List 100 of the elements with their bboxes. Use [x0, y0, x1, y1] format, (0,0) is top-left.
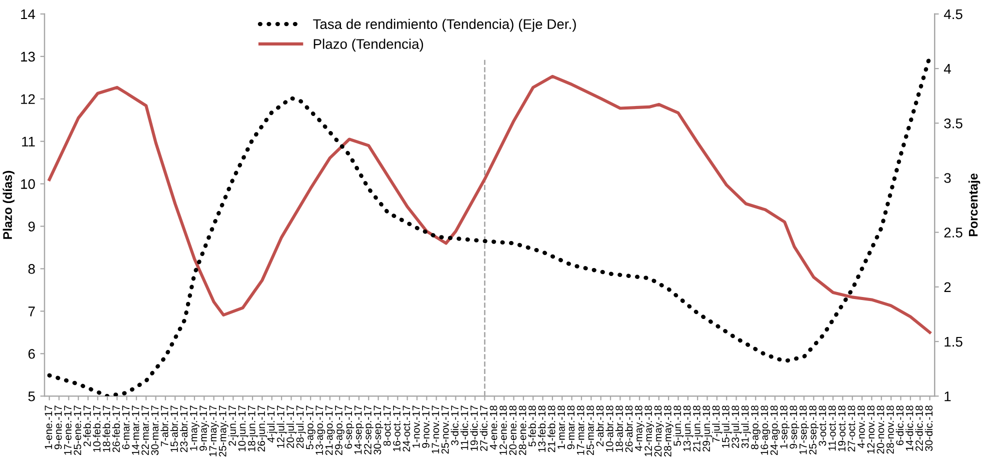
x-tick-label: 1-may.-17 [190, 406, 200, 450]
x-tick-label: 10-feb.-17 [92, 406, 101, 452]
y-tick-label: 12 [21, 94, 35, 104]
x-tick-label: 18-jun.-17 [248, 406, 258, 452]
y-tick-label: 6 [28, 348, 35, 359]
x-tick-label: 27-oct.-18 [848, 406, 856, 452]
x-tick-label: 17-sep.-18 [799, 406, 809, 454]
x-tick-label: 13-feb.-18 [538, 406, 546, 452]
y-tick-label: 13 [21, 52, 35, 62]
x-tick-label: 20-jul.-17 [286, 406, 296, 448]
x-tick-label: 28-ene.-18 [518, 406, 526, 455]
x-tick-label: 12-may.-18 [644, 406, 654, 456]
x-tick-label: 18-abr.-18 [615, 406, 623, 452]
x-tick-label: 11-oct.-18 [828, 406, 836, 450]
x-tick-label: 2-feb.-17 [83, 406, 91, 446]
x-tick-label: 14-mar.-17 [132, 406, 140, 455]
x-tick-label: 28-nov.-18 [886, 406, 894, 454]
x-tick-label: 16-oct.-17 [393, 406, 400, 452]
x-tick-label: 20-ene.-18 [509, 406, 517, 455]
y2-tick-label: 1.5 [944, 336, 962, 347]
x-tick-label: 19-dic.-17 [470, 406, 478, 451]
x-tick-label: 31-jul.-18 [741, 406, 751, 448]
y2-tick-label: 3.5 [944, 118, 962, 128]
y2-tick-label: 4.5 [944, 9, 962, 20]
x-tick-label: 20-nov.-18 [876, 406, 884, 454]
x-tick-label: 9-ene.-17 [54, 406, 62, 450]
x-tick-label: 10-jun.-17 [238, 406, 248, 452]
x-tick-label: 25-sep.-18 [809, 406, 819, 454]
x-tick-label: 29-jun.-18 [702, 406, 712, 452]
y-tick-label: 11 [22, 136, 35, 146]
y-axis-title: Plazo (días) [2, 170, 14, 239]
x-tick-label: 13-ago.-17 [316, 406, 326, 455]
x-tick-label: 26-abr.-18 [624, 406, 633, 452]
y-tick-label: 14 [21, 9, 36, 20]
x-tick-label: 21-feb.-18 [548, 406, 556, 452]
x-tick-label: 18-feb.-17 [102, 406, 110, 452]
y2-axis-title: Porcentaje [968, 174, 980, 236]
x-tick-label: 26-feb.-17 [112, 406, 120, 452]
x-tick-label: 5-ago.-17 [306, 406, 316, 450]
y2-tick-label: 1 [944, 392, 951, 402]
x-tick-label: 12-nov.-18 [867, 406, 875, 454]
x-tick-label: 8-ago.-18 [751, 406, 760, 450]
x-tick-label: 17-nov.-17 [432, 406, 440, 454]
x-tick-label: 19-oct.-18 [838, 406, 846, 452]
x-tick-label: 7-abr.-17 [160, 406, 168, 446]
x-tick-label: 26-jun.-17 [257, 406, 268, 452]
y-tick-label: 7 [28, 306, 35, 316]
legend-label: Plazo (Tendencia) [314, 38, 424, 52]
x-tick-label: 1-sep.-18 [780, 406, 790, 448]
x-tick-label: 24-ago.-18 [770, 406, 780, 455]
y2-tick-label: 4 [944, 64, 951, 74]
x-tick-label: 25-mar.-18 [586, 406, 594, 455]
x-tick-label: 22-sep.-17 [364, 406, 374, 454]
x-tick-label: 20-may.-18 [654, 406, 664, 457]
legend-label: Tasa de rendimiento (Tendencia) (Eje Der.) [313, 18, 576, 32]
x-tick-label: 5-jun.-18 [673, 406, 684, 446]
x-tick-label: 25-nov.-17 [441, 406, 449, 454]
x-tick-label: 4-jul.-17 [267, 406, 277, 443]
x-tick-label: 28-may.-18 [664, 406, 674, 457]
x-tick-label: 27-dic.-17 [480, 406, 488, 451]
x-tick-label: 23-jul.-18 [731, 406, 742, 448]
x-tick-label: 17-mar.-18 [576, 406, 584, 455]
x-tick-label: 17-ene.-17 [64, 406, 72, 455]
x-tick-label: 25-ene.-17 [74, 406, 82, 455]
x-tick-label: 6-mar.-17 [122, 406, 130, 450]
x-tick-label: 1-nov.-17 [412, 406, 420, 448]
x-tick-label: 13-jun.-18 [683, 406, 693, 452]
x-tick-label: 6-dic.-18 [896, 406, 904, 446]
x-tick-label: 2-abr.-18 [596, 406, 604, 446]
x-tick-label: 28-jul.-17 [296, 406, 306, 448]
y-tick-label: 8 [28, 264, 35, 274]
y-tick-label: 9 [28, 222, 35, 232]
x-tick-label: 21-ago.-17 [325, 406, 335, 455]
x-tick-label: 2-jun.-17 [228, 406, 238, 446]
x-tick-label: 4-may.-18 [634, 406, 644, 452]
y2-tick-label: 3 [944, 173, 951, 183]
y2-tick-label: 2 [944, 282, 951, 292]
x-tick-label: 12-ene.-18 [499, 406, 507, 455]
y2-tick-label: 2.5 [944, 228, 962, 238]
x-tick-label: 30-dic.-18 [924, 406, 933, 452]
x-tick-label: 12-jul.-17 [276, 406, 286, 448]
x-tick-label: 15-jul.-18 [722, 406, 732, 448]
y-tick-label: 10 [21, 179, 35, 189]
x-tick-label: 4-ene.-18 [490, 406, 498, 450]
x-tick-label: 30-sep.-17 [374, 406, 384, 455]
x-tick-label: 3-oct.-18 [818, 406, 826, 446]
x-tick-label: 1-ene.-17 [44, 406, 52, 449]
x-tick-label: 5-feb.-18 [528, 406, 536, 446]
x-tick-label: 9-mar.-18 [567, 406, 575, 450]
x-tick-label: 7-jul.-18 [712, 406, 722, 442]
x-tick-label: 21-jun.-18 [692, 406, 702, 452]
x-tick-label: 10-abr.-18 [606, 406, 614, 452]
x-tick-label: 4-nov.-18 [857, 406, 865, 448]
y-tick-label: 5 [28, 392, 35, 402]
x-tick-label: 9-sep.-18 [790, 406, 800, 449]
x-tick-label: 22-dic.-18 [915, 406, 923, 451]
x-tick-label: 3-dic.-17 [450, 406, 458, 446]
x-tick-label: 29-ago.-17 [335, 406, 344, 455]
x-tick-label: 8-oct.-17 [383, 406, 391, 446]
x-tick-label: 16-ago.-18 [760, 406, 770, 455]
